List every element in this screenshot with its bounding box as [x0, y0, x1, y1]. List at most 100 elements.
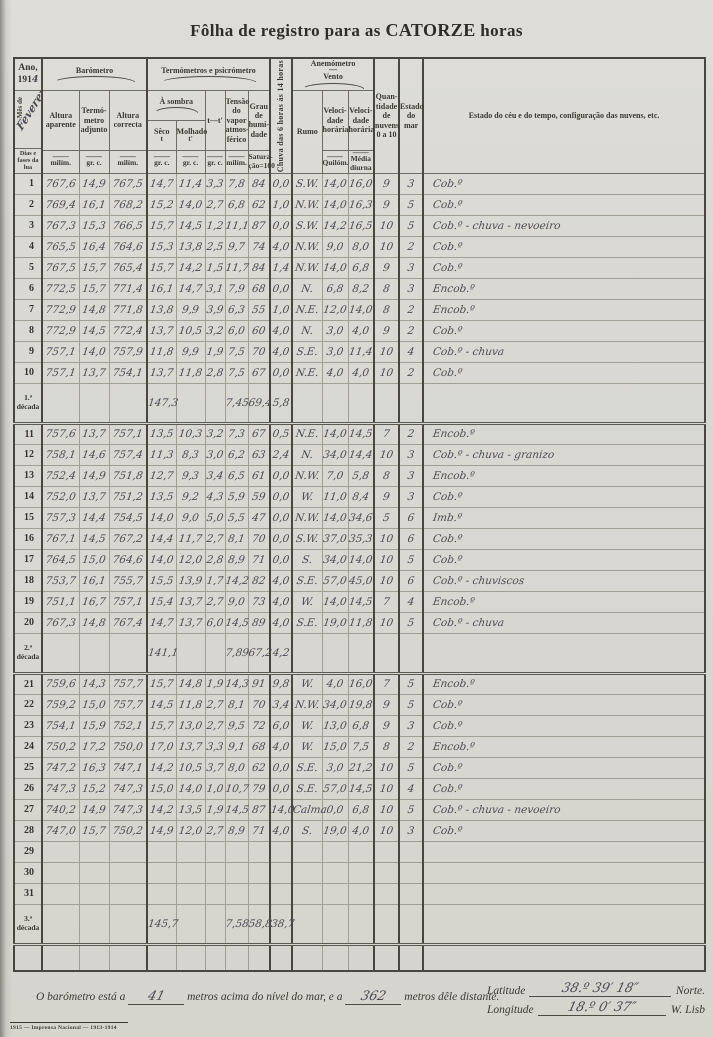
decade-summary-row: 1.ª década 147,3 7,45 69,4 5,8: [13, 383, 708, 425]
value-cell: 73: [246, 591, 272, 613]
value-cell: 13,5: [145, 423, 178, 445]
value-cell: 16,5: [346, 215, 376, 237]
sky-state-cell: Encob.º: [421, 299, 707, 321]
value-cell: 3: [397, 465, 425, 487]
value-cell: 84: [246, 173, 272, 195]
value-cell: 747,3: [107, 778, 149, 800]
value-cell: 15,0: [77, 549, 111, 571]
value-cell: 14,4: [145, 528, 178, 550]
table-row: 20 767,3 14,8 767,4 14,7 13,7 6,0 14,5 89 4,0 S.E.…: [13, 612, 707, 634]
table-row: 17 764,5 15,0 764,6 14,0 12,0 2,8 8,9 71 0,0 S. 34,…: [13, 549, 707, 571]
unit-milim: —— milím.: [41, 149, 80, 174]
value-cell: 8: [372, 465, 401, 487]
value-cell: 10: [372, 820, 401, 842]
day-number: 19: [13, 591, 43, 613]
value-cell: 2: [397, 736, 425, 758]
sky-state-cell: Cob.º - chuviscos: [421, 570, 707, 592]
value-cell: 772,4: [107, 320, 149, 342]
value-cell: N.E.: [290, 423, 324, 445]
value-cell: 765,5: [40, 236, 81, 258]
value-cell: N.: [290, 444, 324, 466]
value-cell: 15,4: [145, 591, 178, 613]
value-cell: 45,0: [346, 570, 376, 592]
value-cell: 750,2: [40, 736, 81, 758]
value-cell: 2: [397, 362, 425, 384]
value-cell: 8: [372, 736, 401, 758]
table-row: 31: [13, 883, 707, 905]
value-cell: N.: [290, 320, 324, 342]
day-number: 21: [13, 673, 43, 695]
day-number: 30: [13, 862, 43, 884]
latitude-handwriting: 38.º 39′ 18″: [560, 981, 640, 997]
longitude-row: Longitude 18.º 0′ 37″ W. Lisb: [487, 1000, 705, 1017]
value-cell: 8,4: [346, 486, 376, 508]
value-cell: [397, 883, 425, 905]
decade-cell: [106, 383, 150, 424]
value-cell: 3,0: [320, 341, 350, 363]
table-row: 29: [13, 841, 707, 863]
value-cell: 9,0: [174, 507, 207, 529]
attached-thermometer-header: Termó-metro adjunto: [78, 89, 110, 151]
value-cell: 0,0: [268, 173, 294, 195]
value-cell: 14,0: [268, 799, 295, 821]
value-cell: 2: [397, 299, 425, 321]
empty-cell: [224, 944, 249, 972]
value-cell: 4,0: [346, 362, 376, 384]
value-cell: 0,0: [268, 507, 294, 529]
value-cell: 14,0: [145, 507, 178, 529]
value-cell: 8: [372, 278, 401, 300]
value-cell: [40, 862, 81, 884]
sky-state-header: Estado do céu e do tempo, configuração d…: [422, 57, 706, 174]
value-cell: 17,0: [145, 736, 178, 758]
value-cell: 11,4: [346, 341, 376, 363]
value-cell: 750,0: [107, 736, 149, 758]
value-cell: 9: [372, 486, 401, 508]
value-cell: 15,7: [77, 820, 111, 842]
value-cell: [107, 862, 149, 884]
value-cell: 68: [246, 736, 272, 758]
value-cell: 767,5: [107, 173, 149, 195]
unit-gr-c: —— gr. c.: [204, 149, 226, 174]
value-cell: S.E.: [290, 757, 324, 779]
value-cell: 772,9: [40, 320, 81, 342]
value-cell: 11,3: [145, 444, 178, 466]
value-cell: 15,7: [145, 257, 178, 279]
value-cell: 14,5: [346, 423, 376, 445]
value-cell: N.W.: [290, 694, 324, 716]
value-cell: 11,4: [174, 173, 207, 195]
value-cell: 740,2: [40, 799, 81, 821]
value-cell: S.W.: [290, 215, 324, 237]
value-cell: 3: [397, 820, 425, 842]
table-row: 13 752,4 14,9 751,8 12,7 9,3 3,4 6,5 61 0,0 N.W. 7,…: [13, 465, 707, 487]
day-number: 9: [13, 341, 43, 363]
value-cell: 7,5: [346, 736, 376, 758]
sky-state-cell: Cob.º - chuva: [421, 612, 707, 634]
day-number: 20: [13, 612, 43, 634]
value-cell: 7,5: [223, 341, 250, 363]
value-cell: 16,1: [145, 278, 178, 300]
value-cell: 5: [397, 215, 425, 237]
day-number: 3: [13, 215, 43, 237]
day-number: 5: [13, 257, 43, 279]
value-cell: 8,9: [223, 549, 250, 571]
value-cell: 15,0: [145, 778, 178, 800]
value-cell: 0,0: [268, 757, 294, 779]
table-row: 4 765,5 16,4 764,6 15,3 13,8 2,5 9,7 74 4,0 N.W. 9,…: [13, 236, 707, 258]
value-cell: 14,3: [77, 673, 111, 695]
value-cell: 15,5: [145, 570, 178, 592]
value-cell: 14,0: [320, 507, 350, 529]
value-cell: 14,7: [174, 278, 207, 300]
value-cell: 19,0: [320, 820, 350, 842]
day-number: 14: [13, 486, 43, 508]
empty-cell: [175, 944, 206, 972]
value-cell: 7,0: [320, 465, 350, 487]
sky-state-cell: Cob.º: [421, 194, 707, 216]
value-cell: 3: [397, 444, 425, 466]
value-cell: 5,5: [223, 507, 250, 529]
value-cell: 14,5: [145, 694, 178, 716]
value-cell: 9: [372, 173, 401, 195]
decade-summary-row: 3.ª década 145,7 7,58 58,8 38,7: [13, 904, 708, 946]
sky-state-cell: Cob.º: [421, 173, 707, 195]
value-cell: 14,2: [223, 570, 250, 592]
value-cell: 79: [246, 778, 272, 800]
